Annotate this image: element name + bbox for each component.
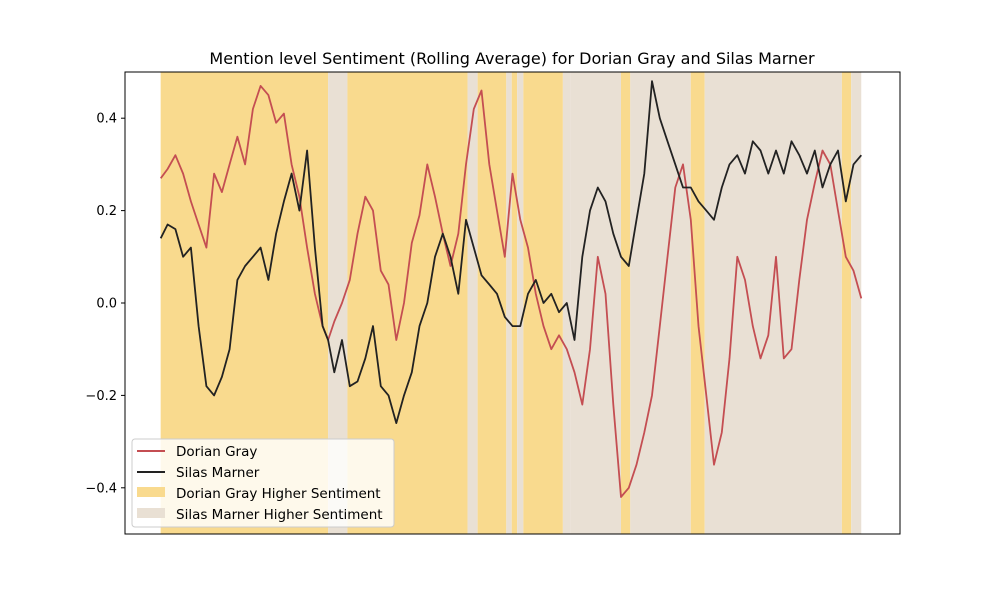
sentiment-lines: [159, 80, 863, 498]
legend-silas-span-label: Silas Marner Higher Sentiment: [176, 507, 383, 523]
span-silas-higher-5: [506, 72, 512, 534]
y-axis: −0.4 −0.2 0.0 0.2 0.4: [85, 112, 125, 496]
legend-dorian-label: Dorian Gray: [176, 444, 257, 460]
span-dorian-higher-11: [621, 72, 631, 534]
legend-box: [131, 438, 395, 528]
y-tick-label: 0.4: [96, 112, 117, 127]
span-dorian-higher-6: [511, 72, 518, 534]
y-tick-label: 0.0: [96, 297, 117, 312]
span-dorian-higher-4: [477, 72, 507, 534]
span-dorian-higher-15: [841, 72, 852, 534]
legend-dorian-span-swatch: [137, 487, 165, 497]
span-silas-higher-12: [630, 72, 691, 534]
series-line-dorian: [159, 85, 863, 498]
y-tick-label: 0.2: [96, 204, 117, 219]
span-silas-higher-3: [467, 72, 478, 534]
span-silas-higher-14: [704, 72, 842, 534]
legend-silas-label: Silas Marner: [176, 465, 260, 481]
span-silas-higher-7: [517, 72, 524, 534]
chart-title: Mention level Sentiment (Rolling Average…: [209, 49, 815, 68]
y-tick-label: −0.2: [85, 389, 117, 404]
span-silas-higher-1: [328, 72, 348, 534]
span-silas-higher-16: [851, 72, 862, 534]
y-tick-label: −0.4: [85, 481, 117, 496]
legend-dorian-span-label: Dorian Gray Higher Sentiment: [176, 486, 381, 502]
span-silas-higher-10: [570, 72, 621, 534]
legend-silas-span-swatch: [137, 508, 165, 518]
series-line-silas: [159, 80, 862, 425]
legend: Dorian Gray Silas Marner Dorian Gray Hig…: [131, 438, 395, 528]
